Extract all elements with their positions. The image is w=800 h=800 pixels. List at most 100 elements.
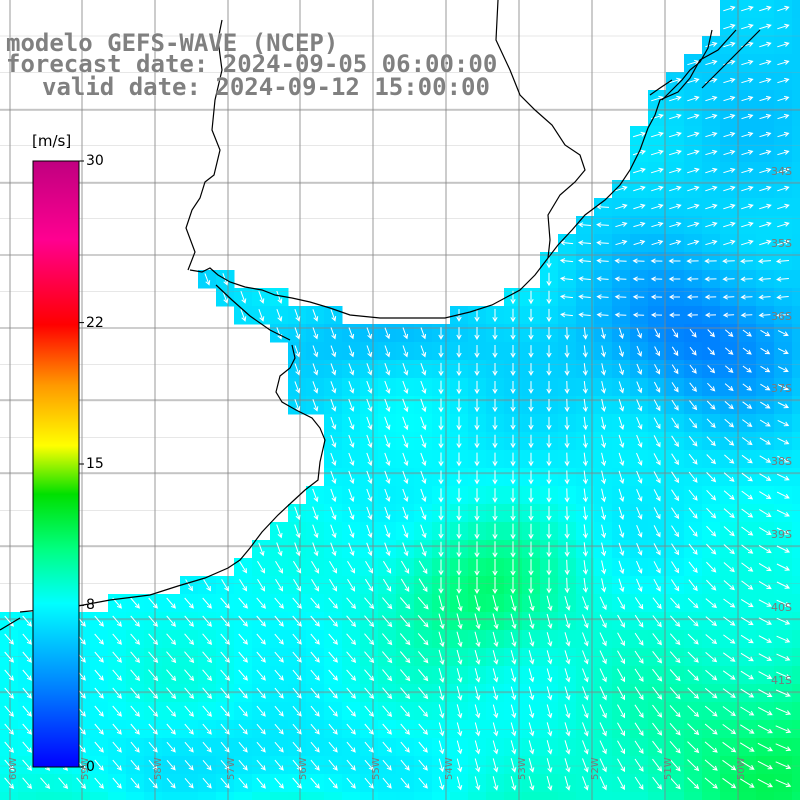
wind-arrow: [492, 416, 498, 431]
wind-arrow: [669, 203, 682, 210]
wind-arrow: [614, 276, 627, 282]
wind-arrow: [366, 327, 373, 340]
wind-arrow: [492, 398, 498, 413]
wind-arrow: [582, 704, 589, 719]
wind-arrow: [688, 543, 698, 555]
wind-arrow: [94, 741, 104, 753]
wind-arrow: [776, 509, 790, 517]
wind-arrow: [564, 758, 571, 773]
wind-arrow: [492, 505, 498, 522]
wind-arrow: [438, 722, 445, 737]
wind-cell: [792, 648, 800, 667]
wind-cell: [648, 792, 667, 800]
wind-arrow: [130, 651, 141, 663]
coastline-segment: [185, 19, 223, 271]
wind-arrow: [759, 239, 772, 246]
wind-arrow: [741, 490, 754, 500]
wind-arrow: [528, 363, 534, 376]
wind-arrow: [634, 758, 644, 772]
longitude-label: 51W: [663, 757, 674, 780]
wind-arrow: [564, 595, 571, 611]
wind-arrow: [94, 633, 104, 645]
wind-arrow: [528, 704, 535, 719]
wind-arrow: [614, 312, 627, 318]
wind-arrow: [256, 651, 266, 663]
wind-arrow: [759, 41, 772, 48]
wind-arrow: [564, 327, 570, 340]
wind-arrow: [274, 669, 284, 681]
wind-arrow: [112, 669, 122, 681]
wind-arrow: [528, 523, 534, 540]
wind-arrow: [329, 561, 338, 574]
wind-cell: [792, 720, 800, 739]
wind-arrow: [438, 595, 445, 612]
wind-arrow: [740, 312, 753, 318]
wind-arrow: [705, 113, 718, 120]
latitude-label: 36S: [771, 310, 792, 323]
wind-arrow: [777, 185, 790, 192]
wind-arrow: [292, 687, 302, 699]
wind-arrow: [687, 113, 700, 120]
wind-arrow: [148, 669, 159, 682]
wind-arrow: [740, 276, 753, 282]
wind-arrow: [528, 381, 534, 394]
wind-arrow: [474, 722, 481, 737]
wind-arrow: [705, 652, 718, 663]
wind-arrow: [474, 613, 481, 630]
wind-arrow: [130, 597, 140, 609]
wind-arrow: [758, 294, 771, 300]
wind-arrow: [757, 778, 774, 788]
longitude-label: 58W: [153, 757, 164, 780]
wind-arrow: [238, 615, 248, 627]
wind-arrow: [705, 167, 718, 174]
wind-arrow: [636, 470, 643, 484]
wind-arrow: [220, 705, 230, 717]
wind-arrow: [382, 615, 393, 628]
wind-arrow: [546, 523, 552, 540]
wind-arrow: [346, 759, 356, 771]
wind-arrow: [759, 77, 772, 84]
latitude-label: 35S: [771, 237, 792, 250]
colorbar-tick-label: 22: [86, 314, 104, 331]
wind-arrow: [687, 705, 700, 718]
wind-arrow: [669, 651, 681, 664]
wind-arrow: [329, 579, 338, 592]
wind-arrow: [58, 777, 69, 789]
wind-cell: [216, 792, 235, 800]
wind-arrow: [654, 364, 661, 375]
wind-arrow: [420, 524, 427, 539]
wind-arrow: [671, 507, 680, 520]
wind-arrow: [707, 347, 716, 356]
wind-arrow: [148, 777, 158, 789]
wind-arrow: [776, 635, 791, 643]
wind-arrow: [758, 276, 771, 282]
wind-arrow: [492, 613, 499, 630]
wind-arrow: [492, 758, 499, 773]
coastline: [0, 0, 761, 631]
wind-arrow: [600, 381, 606, 394]
wind-cell: [612, 792, 631, 800]
wind-arrow: [382, 651, 393, 664]
wind-cell: [792, 90, 800, 109]
wind-arrow: [456, 631, 463, 648]
wind-arrow: [348, 416, 355, 430]
wind-arrow: [528, 613, 535, 630]
wind-arrow: [402, 363, 409, 376]
wind-cell: [792, 288, 800, 307]
wind-arrow: [420, 470, 427, 485]
wind-arrow: [310, 723, 320, 735]
wind-arrow: [400, 687, 411, 700]
wind-arrow: [582, 758, 589, 773]
wind-arrow: [740, 294, 753, 300]
wind-arrow: [528, 650, 535, 665]
wind-arrow: [510, 523, 516, 540]
wind-arrow: [438, 452, 444, 467]
wind-arrow: [775, 707, 792, 715]
wind-arrow: [384, 380, 391, 394]
coastline-segment: [189, 29, 737, 319]
wind-arrow: [438, 327, 444, 340]
wind-arrow: [492, 668, 499, 683]
wind-arrow: [723, 203, 736, 210]
wind-arrow: [184, 741, 194, 753]
wind-arrow: [546, 399, 552, 413]
